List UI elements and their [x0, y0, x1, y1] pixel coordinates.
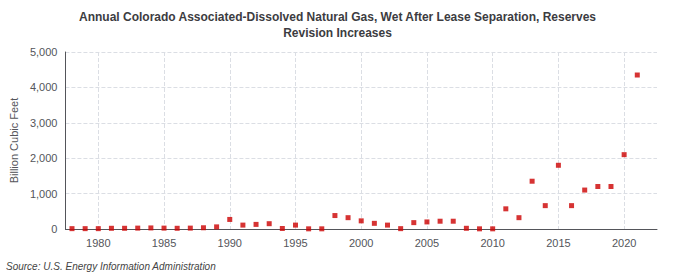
- svg-text:1990: 1990: [218, 237, 242, 249]
- svg-text:5,000: 5,000: [30, 46, 58, 58]
- svg-text:Revision Increases: Revision Increases: [283, 26, 392, 40]
- svg-text:2005: 2005: [415, 237, 439, 249]
- svg-text:1995: 1995: [283, 237, 307, 249]
- svg-text:1980: 1980: [86, 237, 110, 249]
- svg-text:4,000: 4,000: [30, 81, 58, 93]
- svg-text:Annual Colorado Associated-Dis: Annual Colorado Associated-Dissolved Nat…: [79, 10, 596, 24]
- svg-text:3,000: 3,000: [30, 117, 58, 129]
- svg-text:1,000: 1,000: [30, 188, 58, 200]
- svg-text:Source: U.S. Energy Informatio: Source: U.S. Energy Information Administ…: [6, 261, 216, 272]
- svg-text:1985: 1985: [152, 237, 176, 249]
- svg-text:0: 0: [51, 223, 57, 235]
- svg-text:2020: 2020: [612, 237, 636, 249]
- svg-text:2015: 2015: [546, 237, 570, 249]
- svg-text:2010: 2010: [480, 237, 504, 249]
- svg-text:Billion Cubic Feet: Billion Cubic Feet: [8, 98, 20, 184]
- svg-text:2,000: 2,000: [30, 152, 58, 164]
- svg-text:2000: 2000: [349, 237, 373, 249]
